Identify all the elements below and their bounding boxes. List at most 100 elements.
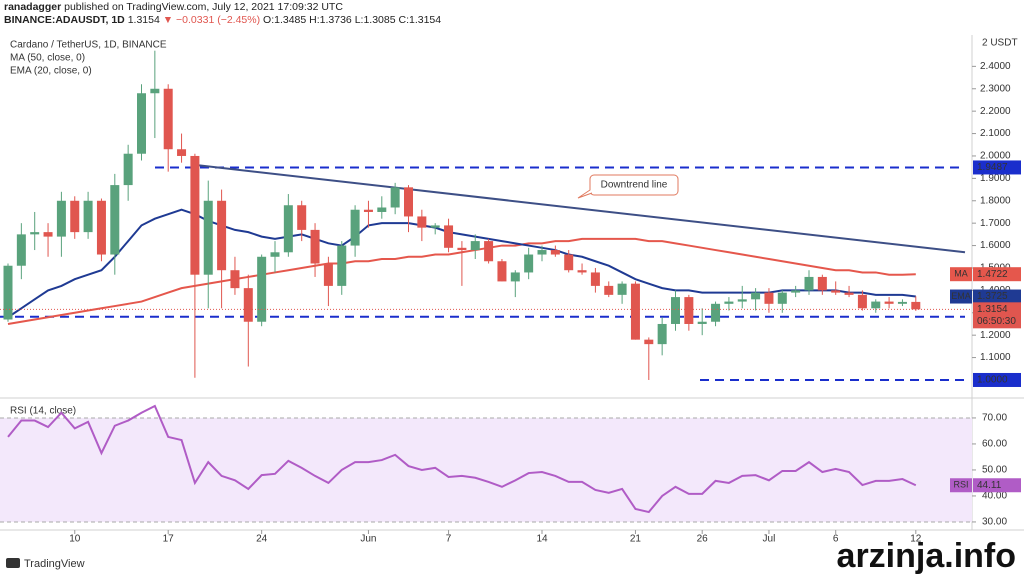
candle-body xyxy=(804,276,814,291)
price-tag: 1.3154 xyxy=(977,304,1008,315)
candle-body xyxy=(217,200,227,271)
y-tick-label: 1.6000 xyxy=(980,240,1011,251)
x-tick-label: 10 xyxy=(69,534,81,545)
series-last-value: 1.3725 xyxy=(977,291,1008,302)
candle-body xyxy=(203,200,213,275)
candle-body xyxy=(3,265,13,320)
candle-body xyxy=(110,185,120,255)
logo-icon xyxy=(6,558,20,568)
candle-body xyxy=(697,321,707,324)
header: ranadagger published on TradingView.com,… xyxy=(4,1,441,27)
change: ▼ −0.0331 (−2.45%) xyxy=(162,14,261,26)
header-line: ranadagger published on TradingView.com,… xyxy=(4,1,441,14)
x-tick-label: 26 xyxy=(697,534,709,545)
last: 1.3154 xyxy=(127,14,160,26)
candle-body xyxy=(283,205,293,253)
countdown: 06:50:30 xyxy=(977,316,1016,327)
candle-body xyxy=(390,187,400,208)
candle-body xyxy=(430,225,440,228)
header-line: BINANCE:ADAUSDT, 1D 1.3154 ▼ −0.0331 (−2… xyxy=(4,14,441,27)
candle-body xyxy=(150,88,160,94)
candle-body xyxy=(510,272,520,282)
x-tick-label: 7 xyxy=(446,534,452,545)
candle-body xyxy=(817,276,827,291)
candle-body xyxy=(163,88,173,150)
rsi-last-value-bg xyxy=(973,478,1021,493)
y-tick-label: 2.0000 xyxy=(980,151,1011,162)
annotation-box xyxy=(589,174,679,196)
x-tick-label: 12 xyxy=(910,534,922,545)
watermark: arzinja.info xyxy=(837,537,1016,575)
candle-body xyxy=(56,200,66,237)
candle-body xyxy=(671,297,680,324)
series-tag: EMA xyxy=(951,291,971,301)
y-tick-label: 1.7000 xyxy=(980,218,1011,229)
y-tick-label: 2.4000 xyxy=(980,61,1011,72)
symbol: BINANCE:ADAUSDT, 1D xyxy=(4,14,125,26)
candle-body xyxy=(644,339,654,345)
candle-body xyxy=(16,234,26,266)
legend-ema: EMA (20, close, 0) xyxy=(10,66,92,77)
candle-body xyxy=(764,292,774,304)
candle-body xyxy=(190,155,200,275)
candle-body xyxy=(457,247,467,251)
x-tick-label: Jul xyxy=(763,534,776,545)
candle-body xyxy=(123,153,133,186)
candle-body xyxy=(137,93,146,154)
candle-body xyxy=(590,272,600,286)
rsi-tick-label: 70.00 xyxy=(982,413,1007,424)
candle-body xyxy=(524,254,534,273)
candle-body xyxy=(257,256,267,322)
rsi-line xyxy=(7,404,917,514)
candle-body xyxy=(310,229,320,264)
y-tick-label: 1.1000 xyxy=(980,352,1011,363)
y-tick-label: 2.1000 xyxy=(980,128,1011,139)
candle-body xyxy=(484,241,494,262)
legend-rsi: RSI (14, close) xyxy=(10,406,76,417)
candle-body xyxy=(844,292,854,295)
x-tick-label: Jun xyxy=(360,534,376,545)
ohlc-high: H:1.3736 xyxy=(309,14,352,26)
candle-body xyxy=(350,209,360,246)
candle-body xyxy=(630,283,640,340)
candle-body xyxy=(230,270,240,289)
candle-body xyxy=(363,209,373,212)
y-tick-label: 1.2000 xyxy=(980,330,1011,341)
candle-body xyxy=(911,301,921,310)
candle-body xyxy=(43,232,53,237)
annotation-pointer xyxy=(577,189,593,199)
candle-body xyxy=(417,216,427,228)
candle-body xyxy=(684,297,694,324)
y-tick-label: 2.3000 xyxy=(980,83,1011,94)
candle-body xyxy=(791,290,801,293)
x-tick-label: 24 xyxy=(256,534,268,545)
published: published on TradingView.com, July 12, 2… xyxy=(64,1,343,13)
level-label: 1.0000 xyxy=(977,375,1008,386)
candle-body xyxy=(70,200,80,233)
candle-body xyxy=(497,261,507,282)
candle-body xyxy=(724,301,734,304)
author: ranadagger xyxy=(4,1,62,13)
candle-body xyxy=(617,283,627,295)
series-last-value: 1.4722 xyxy=(977,269,1008,280)
logo-text: TradingView xyxy=(24,558,85,570)
candle-body xyxy=(550,250,560,255)
level-label-bg xyxy=(973,160,1021,175)
ohlc-open: O:1.3485 xyxy=(263,14,307,26)
chart-title: Cardano / TetherUS, 1D, BINANCE xyxy=(10,40,167,51)
series-tag-bg xyxy=(950,267,972,282)
x-tick-label: 14 xyxy=(536,534,548,545)
candle-body xyxy=(377,207,387,212)
series-last-value-bg xyxy=(973,289,1021,304)
series-last-value-bg xyxy=(973,267,1021,282)
candle-body xyxy=(323,263,333,286)
candle-body xyxy=(777,292,787,304)
candle-body xyxy=(871,301,881,309)
rsi-tick-label: 40.00 xyxy=(982,491,1007,502)
candle-body xyxy=(577,270,587,273)
legend-ma: MA (50, close, 0) xyxy=(10,53,85,64)
series-tag-bg xyxy=(950,289,972,304)
candle-body xyxy=(337,245,347,286)
